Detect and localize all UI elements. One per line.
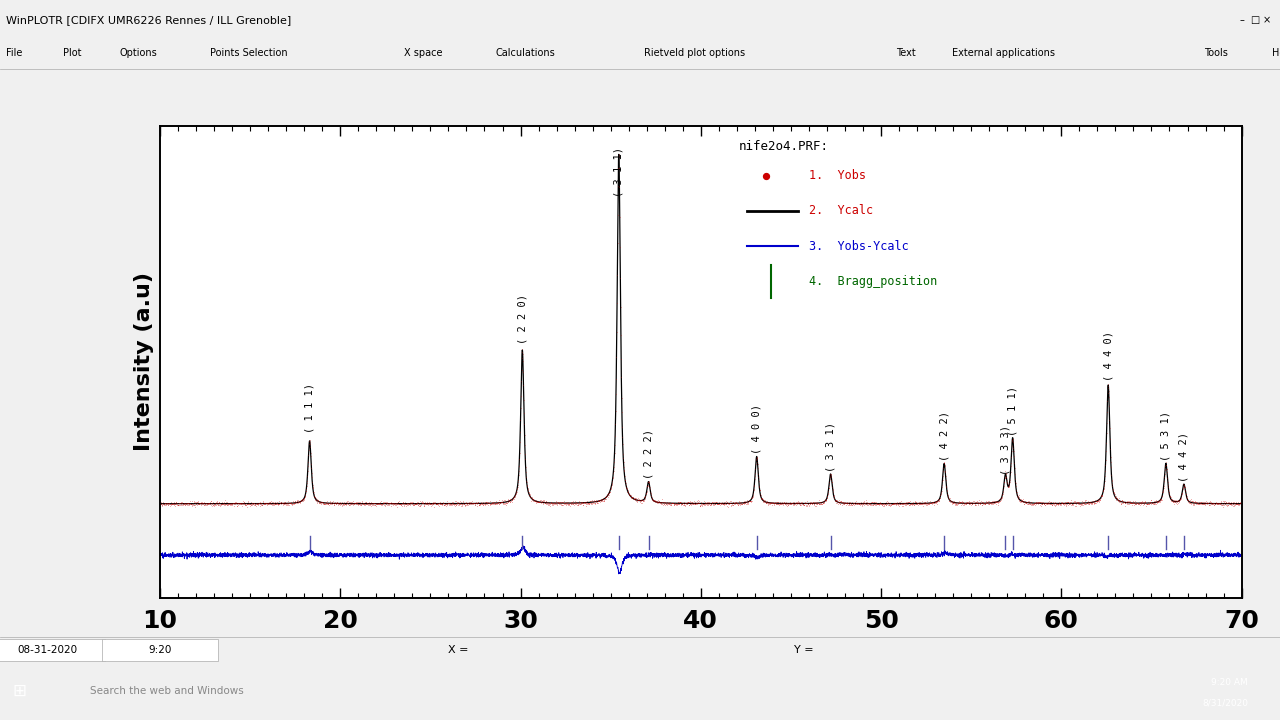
- Text: ( 3 3 1): ( 3 3 1): [826, 422, 836, 472]
- Text: WinPLOTR [CDIFX UMR6226 Rennes / ILL Grenoble]: WinPLOTR [CDIFX UMR6226 Rennes / ILL Gre…: [6, 15, 292, 25]
- Text: ( 4 4 2): ( 4 4 2): [1179, 432, 1189, 482]
- Text: ( 4 0 0): ( 4 0 0): [751, 404, 762, 454]
- Text: –: –: [1239, 15, 1244, 25]
- Text: □: □: [1249, 15, 1260, 25]
- FancyBboxPatch shape: [0, 639, 105, 662]
- Text: 3.  Yobs-Ycalc: 3. Yobs-Ycalc: [809, 240, 909, 253]
- Text: ( 4 4 0): ( 4 4 0): [1103, 331, 1114, 382]
- Text: ×: ×: [1263, 15, 1271, 25]
- Text: 9:20: 9:20: [148, 645, 172, 654]
- Text: ⊞: ⊞: [13, 683, 27, 700]
- Text: Points Selection: Points Selection: [210, 48, 288, 58]
- FancyBboxPatch shape: [102, 639, 218, 662]
- Text: 4.  Bragg_position: 4. Bragg_position: [809, 275, 937, 288]
- Text: Search the web and Windows: Search the web and Windows: [90, 686, 243, 696]
- Text: ( 1 1 1): ( 1 1 1): [305, 383, 315, 433]
- Text: 9:20 AM: 9:20 AM: [1211, 678, 1248, 687]
- Text: ( 2 2 0): ( 2 2 0): [517, 294, 527, 344]
- Text: X space: X space: [404, 48, 443, 58]
- Text: nife2o4.PRF:: nife2o4.PRF:: [739, 140, 828, 153]
- Text: ( 3 3 3): ( 3 3 3): [1001, 426, 1010, 475]
- Text: Text: Text: [896, 48, 915, 58]
- Text: Tools: Tools: [1204, 48, 1229, 58]
- Text: ( 5 1 1): ( 5 1 1): [1007, 386, 1018, 436]
- Text: ( 4 2 2): ( 4 2 2): [940, 411, 950, 461]
- Text: 1.  Yobs: 1. Yobs: [809, 169, 867, 182]
- Text: ( 5 3 1): ( 5 3 1): [1161, 411, 1171, 461]
- Text: Options: Options: [119, 48, 156, 58]
- Text: Rietveld plot options: Rietveld plot options: [644, 48, 745, 58]
- Text: X =: X =: [448, 645, 468, 654]
- Text: Calculations: Calculations: [495, 48, 556, 58]
- Text: Plot: Plot: [63, 48, 81, 58]
- Text: 08-31-2020: 08-31-2020: [18, 645, 77, 654]
- Text: File: File: [6, 48, 23, 58]
- Text: Help: Help: [1272, 48, 1280, 58]
- Text: 8/31/2020: 8/31/2020: [1202, 698, 1248, 707]
- Text: External applications: External applications: [952, 48, 1055, 58]
- Text: 2.  Ycalc: 2. Ycalc: [809, 204, 873, 217]
- Text: ( 3 1 1): ( 3 1 1): [614, 147, 623, 197]
- Text: ( 2 2 2): ( 2 2 2): [644, 429, 654, 479]
- Y-axis label: Intensity (a.u): Intensity (a.u): [134, 272, 155, 451]
- Text: Y =: Y =: [794, 645, 813, 654]
